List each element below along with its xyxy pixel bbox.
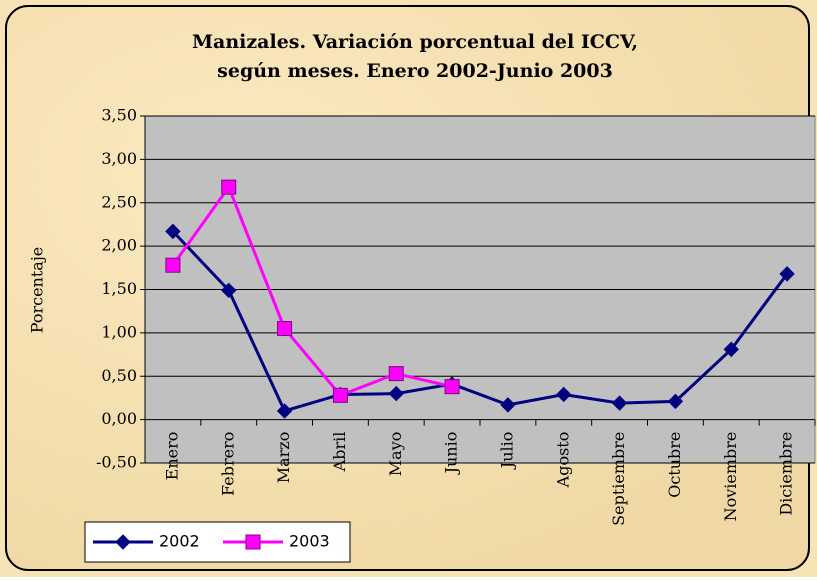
y-axis-label: Porcentaje <box>28 247 47 334</box>
y-tick-label: 2,50 <box>101 192 137 211</box>
point-marker <box>165 257 181 273</box>
point-marker <box>556 386 572 403</box>
point-marker <box>221 282 237 299</box>
x-tick-label: Octubre <box>665 432 684 498</box>
point-marker <box>221 179 237 195</box>
point-marker <box>667 393 684 410</box>
x-tick-label: Julio <box>497 432 516 471</box>
point-marker <box>115 534 131 550</box>
x-tick-label: Marzo <box>274 432 293 484</box>
x-tick-label: Febrero <box>218 432 237 496</box>
legend-label: 2002 <box>159 532 200 551</box>
point-marker <box>277 321 293 337</box>
x-tick-label: Agosto <box>553 432 572 489</box>
legend-label: 2003 <box>289 532 330 551</box>
y-tick-label: 1,00 <box>101 322 137 341</box>
chart-title: Manizales. Variación porcentual del ICCV… <box>192 31 638 53</box>
y-tick-label: 2,00 <box>101 236 137 255</box>
point-marker <box>388 366 404 382</box>
point-marker <box>245 534 261 550</box>
x-tick-label: Enero <box>162 432 181 481</box>
point-marker <box>165 223 181 240</box>
x-tick-label: Abril <box>330 432 349 473</box>
x-tick-label: Diciembre <box>777 432 796 516</box>
point-marker <box>500 397 516 413</box>
point-marker <box>444 379 460 395</box>
y-tick-label: 0,00 <box>101 409 137 428</box>
series-line <box>171 184 453 398</box>
y-tick-label: 3,00 <box>101 149 137 168</box>
x-tick-label: Junio <box>442 432 461 476</box>
y-tick-label: 3,50 <box>101 106 137 125</box>
point-marker <box>723 341 739 358</box>
x-tick-label: Mayo <box>386 432 405 477</box>
y-tick-label: 1,50 <box>101 279 137 298</box>
y-tick-label: -0,50 <box>96 453 137 472</box>
x-tick-label: Noviembre <box>721 432 740 522</box>
y-tick-label: 0,50 <box>101 366 137 385</box>
x-tick-label: Septiembre <box>609 432 628 526</box>
series-line <box>171 230 789 413</box>
point-marker <box>611 395 628 411</box>
chart-title: según meses. Enero 2002-Junio 2003 <box>217 60 613 82</box>
point-marker <box>388 385 404 402</box>
point-marker <box>276 403 293 419</box>
point-marker <box>332 387 348 403</box>
point-marker <box>779 266 795 282</box>
